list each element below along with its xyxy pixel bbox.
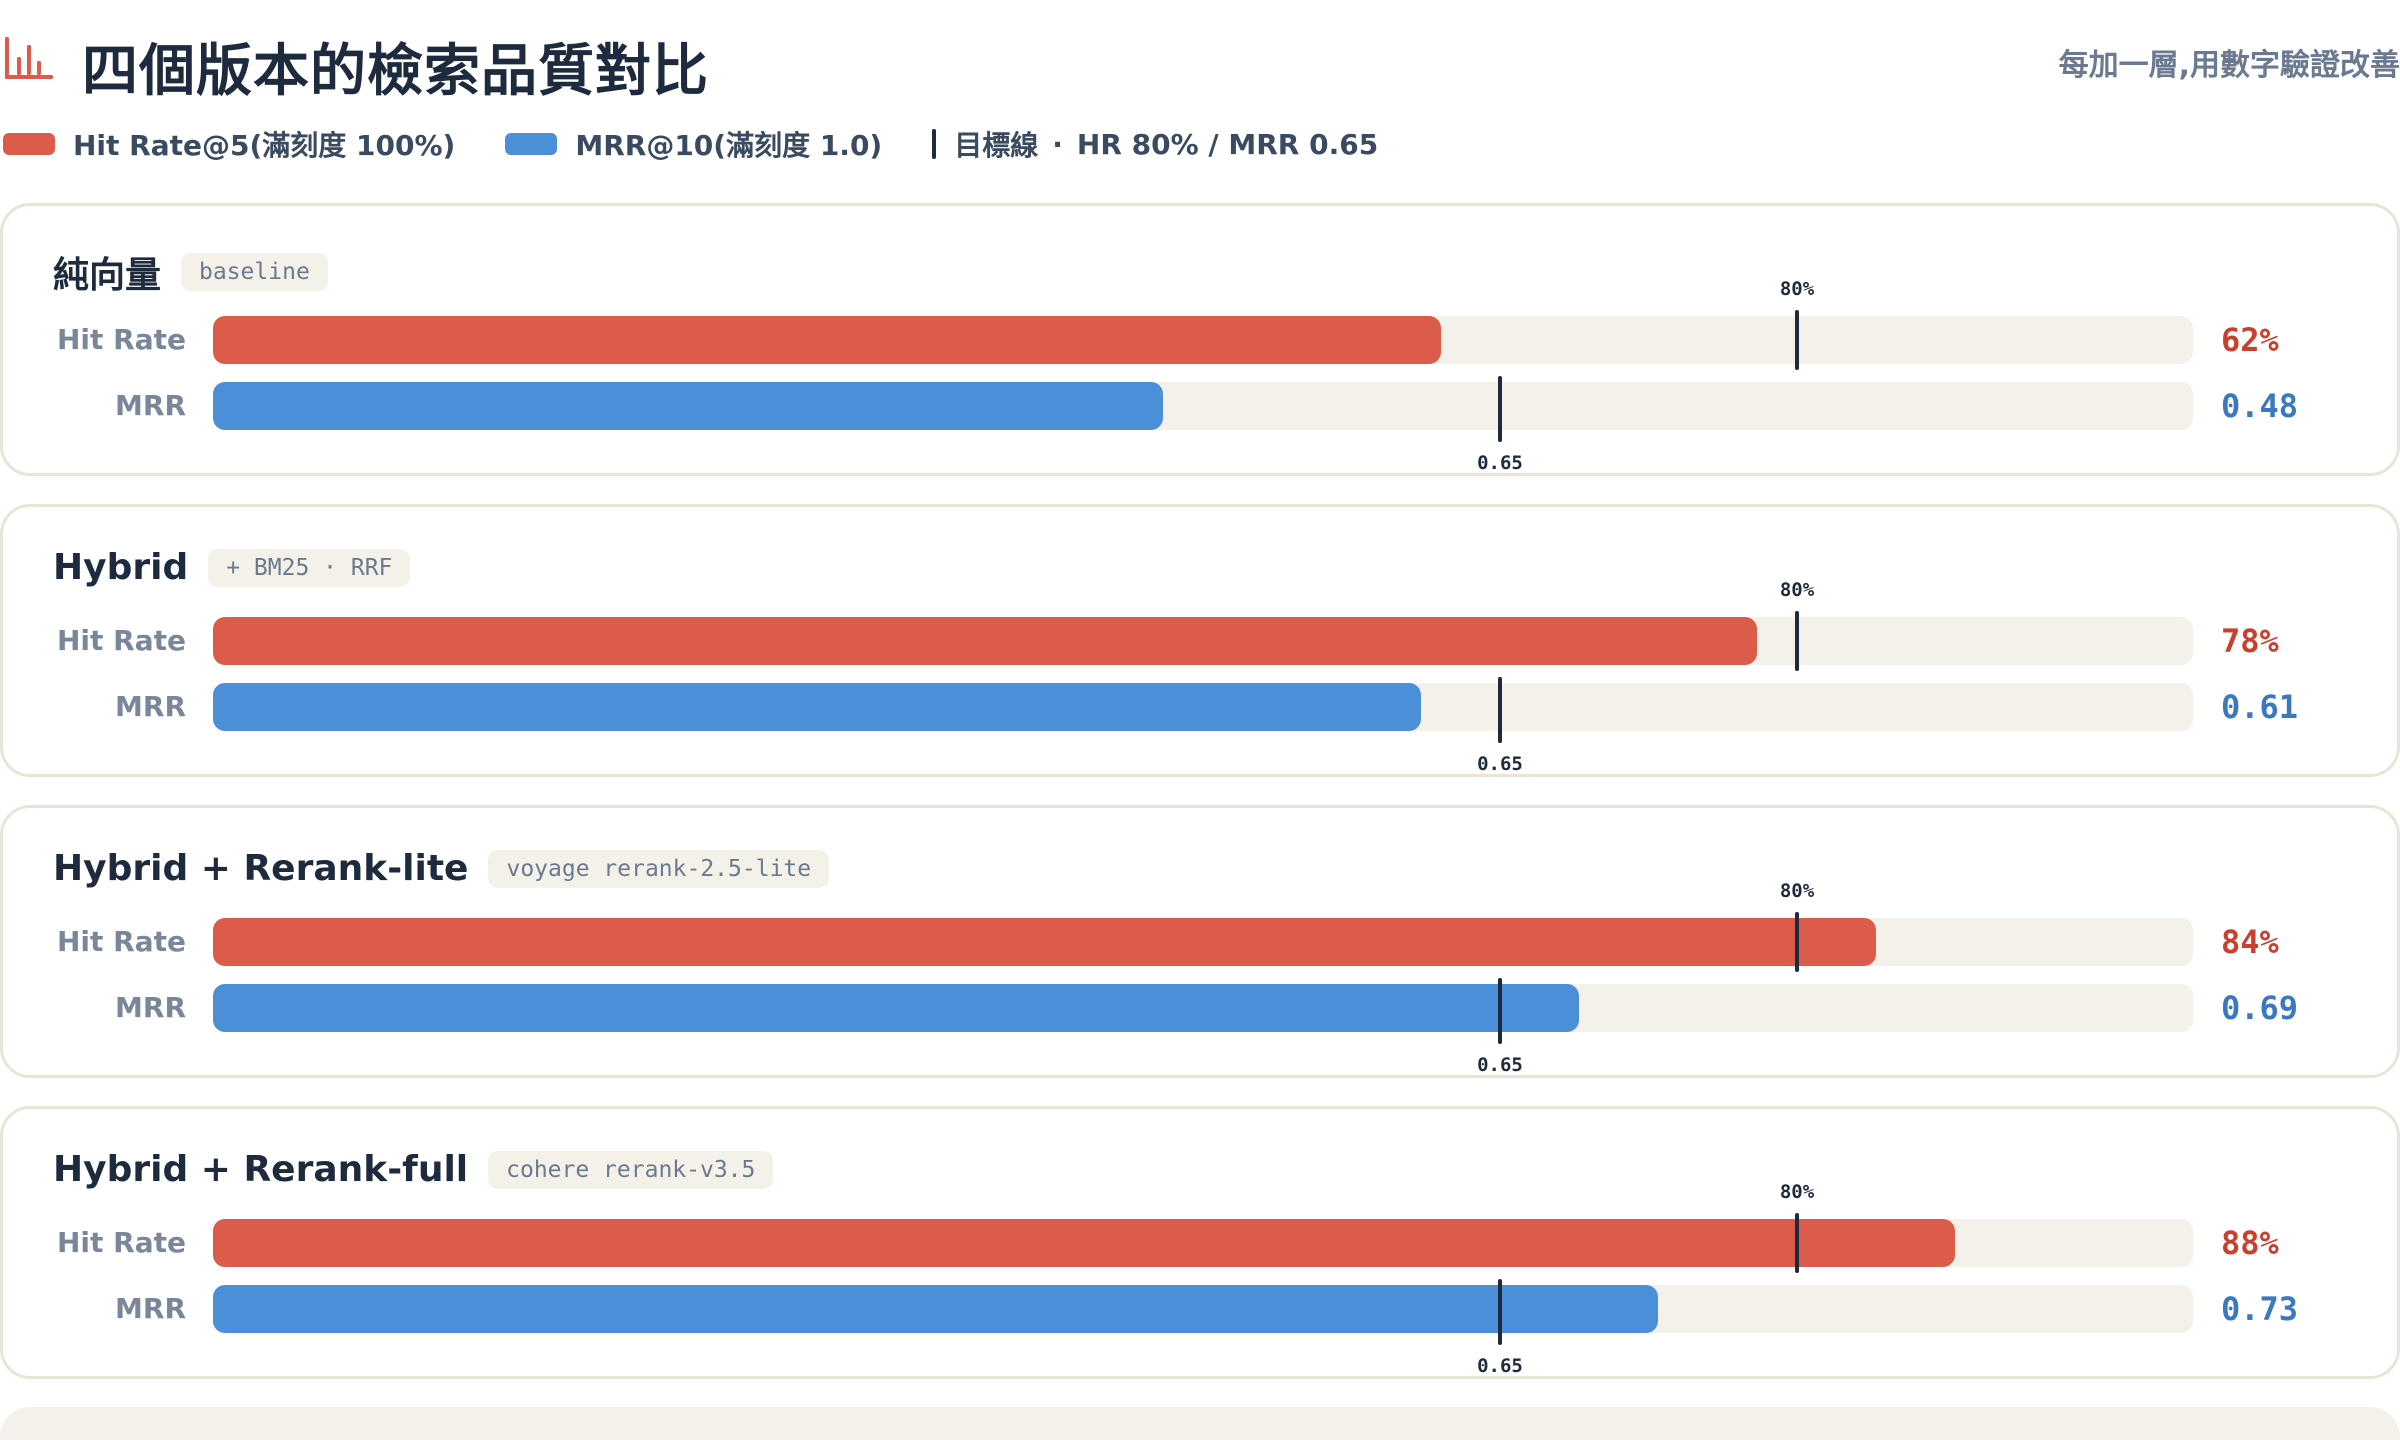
hit-rate-row: Hit Rate 88% xyxy=(3,1219,2400,1267)
mrr-label: MRR xyxy=(115,389,186,422)
version-card: Hybrid + BM25 · RRF Hit Rate 78% MRR 0.61 80% 0… xyxy=(0,504,2400,777)
mrr-value: 0.48 xyxy=(2221,387,2299,425)
mrr-label: MRR xyxy=(115,690,186,723)
mrr-value: 0.73 xyxy=(2221,1290,2299,1328)
mrr-bar xyxy=(213,984,1580,1032)
legend: Hit Rate@5(滿刻度 100%) MRR@10(滿刻度 1.0) 目標線… xyxy=(3,124,1378,164)
mrr-row: MRR 0.69 xyxy=(3,984,2400,1032)
legend-item-hit-rate: Hit Rate@5(滿刻度 100%) xyxy=(3,124,455,164)
version-tag: cohere rerank-v3.5 xyxy=(488,1150,774,1189)
mrr-row: MRR 0.48 xyxy=(3,382,2400,430)
hit-rate-label: Hit Rate xyxy=(57,1226,186,1259)
mrr-value: 0.69 xyxy=(2221,989,2299,1027)
mrr-target-label: 0.65 xyxy=(1477,1054,1523,1076)
bar-track xyxy=(213,984,2193,1032)
version-name: Hybrid xyxy=(53,547,189,588)
bar-track xyxy=(213,1219,2193,1267)
card-header: Hybrid + BM25 · RRF xyxy=(53,547,411,588)
mrr-target-line xyxy=(1498,978,1502,1044)
bar-track xyxy=(213,683,2193,731)
legend-swatch-hit-rate xyxy=(3,133,55,155)
hit-rate-target-line xyxy=(1795,310,1799,370)
hit-rate-target-line xyxy=(1795,912,1799,972)
version-name: 純向量 xyxy=(53,255,162,296)
mrr-target-line xyxy=(1498,376,1502,442)
bar-track xyxy=(213,617,2193,665)
hit-rate-row: Hit Rate 62% xyxy=(3,316,2400,364)
hit-rate-target-label: 80% xyxy=(1779,880,1815,902)
version-card: 純向量 baseline Hit Rate 62% MRR 0.48 80% 0.65 xyxy=(0,203,2400,476)
bar-track xyxy=(213,918,2193,966)
legend-label-hit-rate: Hit Rate@5(滿刻度 100%) xyxy=(73,129,456,162)
mrr-row: MRR 0.73 xyxy=(3,1285,2400,1333)
header: 四個版本的檢索品質對比 每加一層,用數字驗證改善 xyxy=(0,0,2400,120)
version-tag: baseline xyxy=(181,253,328,291)
mrr-bar xyxy=(213,683,1421,731)
page-subtitle: 每加一層,用數字驗證改善 xyxy=(2058,48,2400,83)
hit-rate-target-label: 80% xyxy=(1779,278,1815,300)
legend-label-target-values: HR 80% / MRR 0.65 xyxy=(1076,127,1379,161)
hit-rate-label: Hit Rate xyxy=(57,925,186,958)
mrr-label: MRR xyxy=(115,1292,186,1325)
legend-swatch-mrr xyxy=(505,133,558,155)
mrr-label: MRR xyxy=(115,991,186,1024)
hit-rate-bar xyxy=(213,918,1877,966)
mrr-target-line xyxy=(1498,677,1502,743)
hit-rate-row: Hit Rate 84% xyxy=(3,918,2400,966)
version-name: Hybrid + Rerank-lite xyxy=(53,848,469,889)
version-name: Hybrid + Rerank-full xyxy=(53,1149,469,1190)
hit-rate-label: Hit Rate xyxy=(57,323,186,356)
card-header: 純向量 baseline xyxy=(53,246,328,298)
mrr-target-label: 0.65 xyxy=(1477,753,1523,775)
page-title: 四個版本的檢索品質對比 xyxy=(82,39,709,104)
mrr-row: MRR 0.61 xyxy=(3,683,2400,731)
legend-label-target: 目標線 xyxy=(954,129,1039,162)
bar-track xyxy=(213,316,2193,364)
hit-rate-row: Hit Rate 78% xyxy=(3,617,2400,665)
legend-item-target: 目標線 · HR 80% / MRR 0.65 xyxy=(932,124,1378,164)
version-tag: voyage rerank-2.5-lite xyxy=(488,849,830,888)
version-card: Hybrid + Rerank-full cohere rerank-v3.5 Hi… xyxy=(0,1106,2400,1379)
version-tag: + BM25 · RRF xyxy=(208,548,411,587)
card-header: Hybrid + Rerank-lite voyage rerank-2.5-li… xyxy=(53,848,830,889)
mrr-bar xyxy=(213,1285,1659,1333)
hit-rate-value: 78% xyxy=(2221,622,2279,660)
hit-rate-value: 62% xyxy=(2221,321,2279,359)
mrr-target-label: 0.65 xyxy=(1477,1355,1523,1377)
hit-rate-target-line xyxy=(1795,611,1799,671)
target-tick-icon xyxy=(932,129,937,159)
mrr-target-line xyxy=(1498,1279,1502,1345)
mrr-value: 0.61 xyxy=(2221,688,2299,726)
mrr-target-label: 0.65 xyxy=(1477,452,1523,474)
bar-chart-icon xyxy=(5,37,53,79)
legend-label-mrr: MRR@10(滿刻度 1.0) xyxy=(575,129,883,162)
next-card-partial xyxy=(0,1407,2400,1440)
legend-item-mrr: MRR@10(滿刻度 1.0) xyxy=(505,124,882,164)
bar-track xyxy=(213,382,2193,430)
hit-rate-value: 84% xyxy=(2221,923,2279,961)
hit-rate-bar xyxy=(213,316,1441,364)
hit-rate-bar xyxy=(213,1219,1956,1267)
version-card: Hybrid + Rerank-lite voyage rerank-2.5-li… xyxy=(0,805,2400,1078)
hit-rate-label: Hit Rate xyxy=(57,624,186,657)
card-header: Hybrid + Rerank-full cohere rerank-v3.5 xyxy=(53,1149,774,1190)
hit-rate-target-label: 80% xyxy=(1779,579,1815,601)
hit-rate-value: 88% xyxy=(2221,1224,2279,1262)
legend-separator: · xyxy=(1052,127,1063,161)
hit-rate-bar xyxy=(213,617,1758,665)
mrr-bar xyxy=(213,382,1164,430)
hit-rate-target-label: 80% xyxy=(1779,1181,1815,1203)
bar-track xyxy=(213,1285,2193,1333)
hit-rate-target-line xyxy=(1795,1213,1799,1273)
